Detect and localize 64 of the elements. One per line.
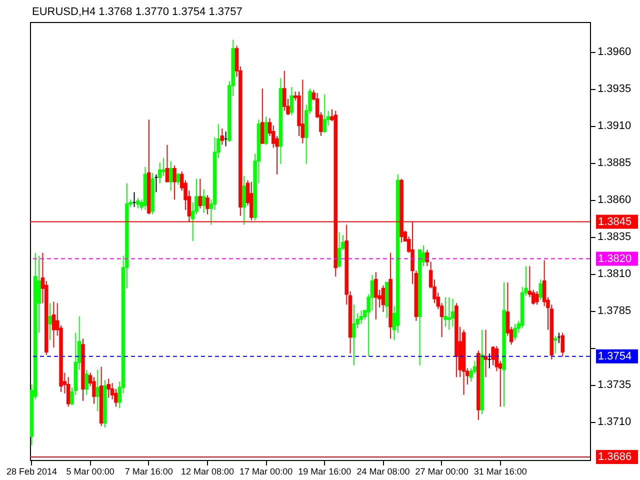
- y-tick-label: 1.3710: [598, 416, 632, 428]
- y-tick-label: 1.3885: [598, 157, 632, 170]
- ref-line-label: 1.3820: [598, 252, 632, 265]
- y-tick-label: 1.3860: [598, 194, 632, 206]
- x-tick-label: 28 Feb 2014: [6, 466, 58, 476]
- x-tick-label: 12 Mar 08:00: [180, 466, 234, 476]
- candlestick: [560, 332, 565, 357]
- candlestick: [206, 194, 210, 215]
- candlestick: [242, 175, 246, 226]
- ref-line-label: 1.3845: [598, 216, 632, 228]
- x-tick-label: 17 Mar 00:00: [240, 466, 293, 476]
- candlestick: [290, 86, 294, 116]
- candlestick: [484, 329, 488, 378]
- candlestick: [535, 290, 539, 306]
- candlestick: [374, 272, 378, 320]
- candlestick: [96, 369, 100, 412]
- candlestick: [168, 160, 173, 192]
- candlestick: [300, 79, 305, 144]
- y-tick-label: 1.3910: [598, 120, 632, 132]
- candlestick: [84, 369, 89, 396]
- candlestick: [66, 376, 70, 408]
- candlestick: [385, 282, 389, 318]
- candlestick: [92, 376, 96, 404]
- y-tick-label: 1.3785: [598, 305, 632, 318]
- x-tick-label: 7 Mar 16:00: [124, 466, 173, 476]
- y-tick-label: 1.3735: [598, 379, 632, 392]
- y-tick-label: 1.3810: [598, 268, 632, 280]
- y-tick-label: 1.3960: [598, 46, 632, 58]
- candlestick: [162, 158, 166, 176]
- candlestick: [337, 232, 342, 268]
- candlestick: [52, 301, 56, 348]
- ref-line-label: 1.3686: [598, 451, 632, 464]
- candlestick: [538, 278, 543, 301]
- candlestick: [322, 94, 327, 134]
- candlestick: [136, 198, 140, 209]
- ref-line-label: 1.3754: [598, 350, 632, 362]
- x-tick-label: 27 Mar 00:00: [415, 466, 468, 476]
- candlestick: [176, 172, 180, 186]
- candlestick: [450, 298, 455, 328]
- candlestick: [352, 304, 356, 366]
- candlestick: [165, 144, 170, 182]
- y-tick-label: 1.3835: [598, 231, 632, 244]
- candlestick: [359, 310, 364, 324]
- candlestick: [220, 128, 224, 146]
- candlestick: [282, 70, 286, 112]
- candlestick: [264, 116, 268, 146]
- candlestick: [106, 378, 110, 398]
- x-tick-label: 19 Mar 16:00: [298, 466, 352, 476]
- candlestick: [172, 165, 176, 200]
- candlestick: [260, 88, 264, 144]
- candlestick: [553, 335, 558, 354]
- x-tick-label: 31 Mar 16:00: [474, 466, 527, 476]
- y-tick-label: 1.3935: [598, 83, 632, 96]
- candlestick: [381, 284, 386, 313]
- candlestick: [198, 178, 202, 209]
- candlestick: [447, 296, 452, 330]
- candlestick: [158, 162, 162, 184]
- chart-title: EURUSD,H4 1.3768 1.3770 1.3754 1.3757: [32, 6, 242, 18]
- candlestick: [202, 188, 206, 214]
- candlestick: [444, 296, 448, 328]
- x-tick-label: 5 Mar 00:00: [66, 466, 114, 476]
- candlestick: [513, 323, 517, 341]
- x-tick-label: 24 Mar 08:00: [356, 466, 410, 476]
- candlestick: [48, 302, 52, 341]
